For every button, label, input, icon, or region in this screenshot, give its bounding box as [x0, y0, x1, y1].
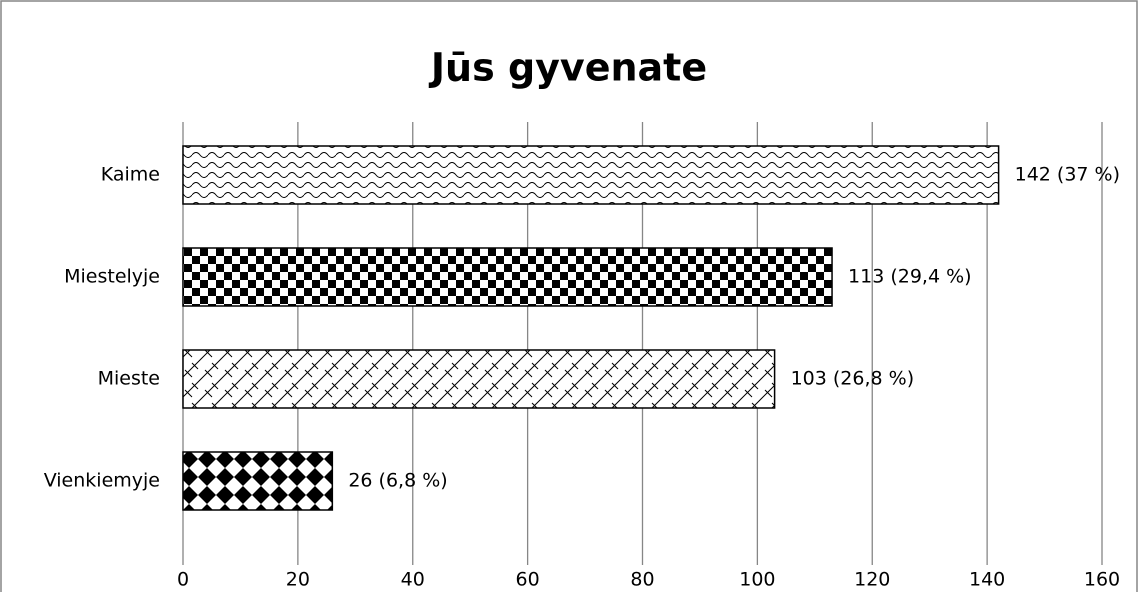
y-tick-label: Kaime	[101, 164, 160, 186]
value-label: 103 (26,8 %)	[791, 368, 915, 390]
x-tick-label: 120	[854, 569, 890, 591]
plot: Kaime 142 (37 %) Miestelyje 113 (29,4 %) Mie…	[44, 145, 1120, 511]
y-tick-label: Mieste	[98, 368, 160, 390]
value-label: 26 (6,8 %)	[348, 470, 447, 492]
bar	[182, 247, 833, 307]
bar	[182, 349, 776, 409]
value-label: 113 (29,4 %)	[848, 266, 972, 288]
x-tick-label: 80	[630, 569, 654, 591]
chart-title: Jūs gyvenate	[428, 46, 707, 90]
bar	[182, 451, 334, 511]
x-tick-label: 0	[177, 569, 189, 591]
x-tick-label: 20	[286, 569, 310, 591]
x-tick-label: 40	[401, 569, 425, 591]
x-tick-label: 140	[969, 569, 1005, 591]
bar	[182, 145, 1000, 205]
x-tick-label: 160	[1084, 569, 1120, 591]
y-tick-label: Miestelyje	[64, 266, 160, 288]
x-tick-label: 100	[739, 569, 775, 591]
x-tick-label: 60	[516, 569, 540, 591]
y-tick-label: Vienkiemyje	[44, 470, 160, 492]
value-label: 142 (37 %)	[1015, 164, 1120, 186]
